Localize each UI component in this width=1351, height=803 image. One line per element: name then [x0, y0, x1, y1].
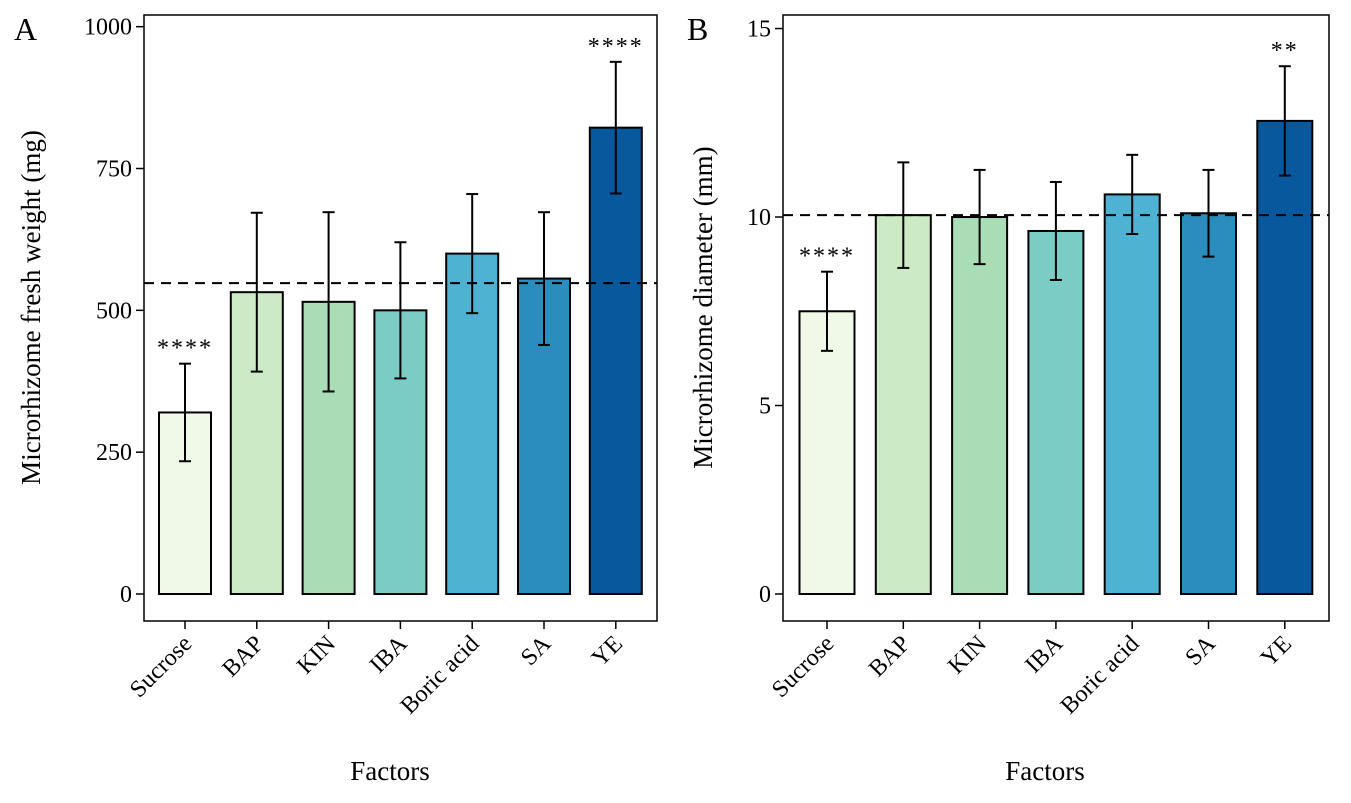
x-tick-label: Sucrose: [125, 631, 197, 703]
bar-sucrose: [798, 310, 856, 595]
y-tick-label: 750: [96, 157, 132, 183]
panel-b: B 0 5 10 15 Microrhizome diameter (mm) **** Suc…: [687, 11, 1330, 786]
x-tick-label: Sucrose: [767, 631, 839, 703]
x-axis-title: Factors: [350, 756, 429, 786]
panel-a: A 0 250 500 750 1000 Microrhizome fresh weight…: [14, 11, 658, 786]
x-tick-label: KIN: [943, 631, 992, 680]
y-tick-label: 5: [759, 394, 771, 420]
significance-label: ****: [799, 244, 855, 270]
y-axis-title: Microrhizome diameter (mm): [688, 146, 718, 468]
x-tick-label: YE: [1256, 631, 1297, 672]
x-tick-label: BAP: [218, 631, 269, 682]
y-tick-label: 1000: [84, 15, 132, 41]
significance-label: ****: [588, 34, 644, 60]
significance-label: ****: [157, 336, 213, 362]
x-axis-title: Factors: [1005, 756, 1084, 786]
x-tick-label: KIN: [292, 631, 341, 680]
y-tick-label: 0: [759, 582, 771, 608]
x-tick-label: SA: [516, 630, 557, 671]
panel-letter: A: [14, 11, 37, 47]
bar-ye: [588, 126, 643, 595]
y-tick-label: 500: [96, 298, 132, 324]
panel-letter: B: [687, 11, 708, 47]
bar-iba: [1027, 229, 1085, 595]
y-axis-title: Microrhizome fresh weight (mg): [16, 130, 46, 485]
x-tick-label: Boric acid: [396, 631, 485, 720]
x-tick-label: YE: [587, 631, 628, 672]
y-tick-label: 10: [747, 205, 771, 231]
x-tick-label: BAP: [864, 631, 915, 682]
x-tick-label: IBA: [1021, 630, 1069, 678]
y-tick-label: 15: [747, 17, 771, 43]
x-tick-label: Boric acid: [1056, 631, 1145, 720]
bar-kin: [951, 216, 1009, 596]
y-tick-label: 0: [120, 582, 132, 608]
bar-sa: [1180, 212, 1237, 595]
x-tick-label: IBA: [365, 630, 413, 678]
x-tick-label: SA: [1181, 630, 1222, 671]
bar-bap: [874, 214, 932, 595]
y-tick-label: 250: [96, 440, 132, 466]
bar-ye: [1256, 119, 1314, 595]
bar-boric-acid: [1103, 193, 1161, 595]
significance-label: **: [1271, 38, 1299, 64]
